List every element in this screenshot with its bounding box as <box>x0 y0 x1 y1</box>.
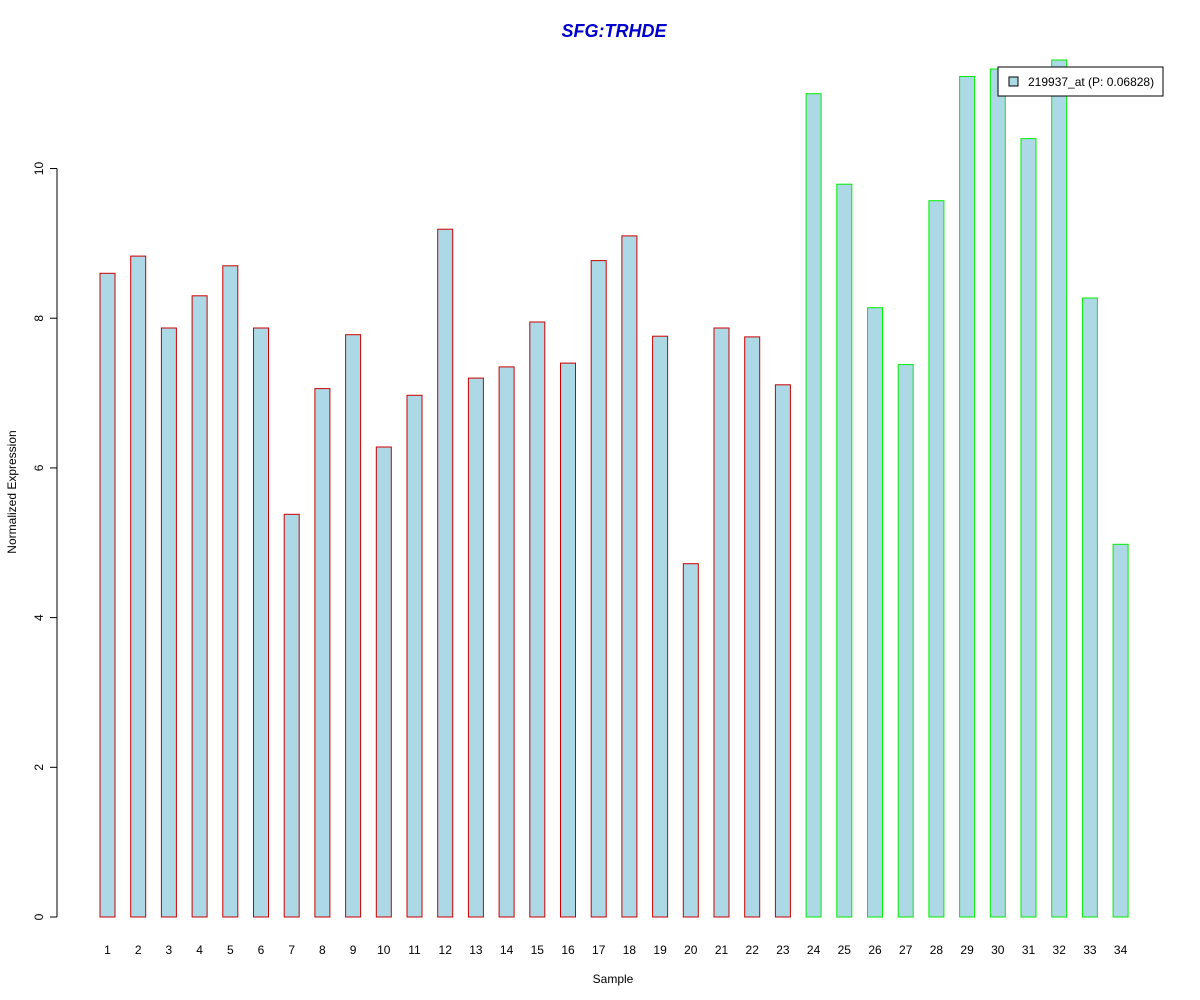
y-tick-label: 0 <box>32 913 46 920</box>
x-tick-label: 3 <box>166 943 173 957</box>
bar-sample-3 <box>160 327 177 918</box>
legend-label: 219937_at (P: 0.06828) <box>1028 75 1154 89</box>
y-tick-label: 6 <box>32 464 46 471</box>
bars-group <box>99 59 1129 918</box>
bar-sample-10 <box>375 446 392 918</box>
bar-sample-17 <box>590 260 607 918</box>
x-tick-label: 33 <box>1083 943 1097 957</box>
bar-sample-30 <box>989 68 1006 918</box>
y-tick-label: 2 <box>32 764 46 771</box>
x-tick-label: 34 <box>1114 943 1128 957</box>
x-tick-label: 14 <box>500 943 514 957</box>
x-tick-label: 23 <box>776 943 790 957</box>
x-tick-label: 1 <box>104 943 111 957</box>
bar-sample-4 <box>191 295 208 918</box>
bar-sample-28 <box>928 200 945 918</box>
x-tick-labels: 1 2 3 4 5 6 7 8 9 10 11 12 13 14 15 16 17 18 19 20 21 22 23 24 2… <box>104 943 1127 957</box>
x-tick-label: 26 <box>868 943 882 957</box>
bar-sample-20 <box>682 563 699 918</box>
bar-sample-31 <box>1020 138 1037 918</box>
bar-sample-33 <box>1081 297 1098 918</box>
x-tick-label: 25 <box>838 943 852 957</box>
x-tick-label: 8 <box>319 943 326 957</box>
x-tick-label: 27 <box>899 943 913 957</box>
bar-sample-8 <box>314 388 331 918</box>
bar-sample-21 <box>713 327 730 918</box>
bar-sample-11 <box>406 394 423 918</box>
bar-sample-7 <box>283 513 300 918</box>
bar-sample-27 <box>897 364 914 918</box>
legend-swatch <box>1008 76 1019 87</box>
y-tick-label: 10 <box>32 162 46 176</box>
bar-sample-22 <box>744 336 761 918</box>
x-tick-label: 20 <box>684 943 698 957</box>
legend: 219937_at (P: 0.06828) <box>997 66 1164 97</box>
x-axis-title: Sample <box>593 972 634 986</box>
x-tick-label: 32 <box>1053 943 1067 957</box>
bar-sample-6 <box>253 327 269 918</box>
x-tick-label: 24 <box>807 943 821 957</box>
bar-sample-2 <box>130 255 147 918</box>
chart-title: SFG:TRHDE <box>562 21 668 41</box>
x-tick-label: 10 <box>377 943 391 957</box>
y-tick-label: 8 <box>32 315 46 322</box>
bar-sample-1 <box>99 272 116 918</box>
x-tick-label: 19 <box>653 943 667 957</box>
bar-sample-34 <box>1112 543 1129 918</box>
y-tick-label: 4 <box>32 614 46 621</box>
x-tick-label: 29 <box>960 943 974 957</box>
bar-sample-12 <box>437 228 454 918</box>
x-tick-label: 7 <box>288 943 295 957</box>
x-tick-label: 12 <box>439 943 453 957</box>
bar-sample-19 <box>652 335 669 918</box>
x-tick-label: 30 <box>991 943 1005 957</box>
x-tick-label: 4 <box>196 943 203 957</box>
x-tick-label: 28 <box>930 943 944 957</box>
bar-sample-5 <box>222 265 239 918</box>
x-tick-label: 6 <box>258 943 265 957</box>
y-axis: 0 2 4 6 8 10 <box>32 162 58 920</box>
y-axis-title: Normalized Expression <box>5 430 19 553</box>
bar-sample-14 <box>498 366 515 918</box>
x-tick-label: 22 <box>746 943 760 957</box>
bar-sample-29 <box>959 76 976 918</box>
x-tick-label: 11 <box>408 943 421 957</box>
x-tick-label: 18 <box>623 943 637 957</box>
bar-sample-23 <box>774 384 791 918</box>
bar-sample-18 <box>621 235 638 918</box>
x-tick-label: 2 <box>135 943 142 957</box>
bar-sample-32 <box>1051 59 1068 918</box>
x-tick-label: 5 <box>227 943 234 957</box>
bar-sample-9 <box>345 334 362 918</box>
bar-sample-24 <box>805 93 822 918</box>
bar-sample-15 <box>529 321 546 918</box>
bar-sample-25 <box>836 183 853 918</box>
bar-sample-13 <box>467 377 484 918</box>
x-tick-label: 17 <box>592 943 606 957</box>
legend-box <box>997 66 1164 97</box>
x-tick-label: 16 <box>561 943 575 957</box>
x-tick-label: 21 <box>715 943 729 957</box>
x-tick-label: 15 <box>531 943 545 957</box>
x-tick-label: 31 <box>1022 943 1036 957</box>
x-tick-label: 13 <box>469 943 483 957</box>
bar-sample-26 <box>867 307 883 918</box>
bar-sample-16 <box>560 362 576 918</box>
x-tick-label: 9 <box>350 943 357 957</box>
